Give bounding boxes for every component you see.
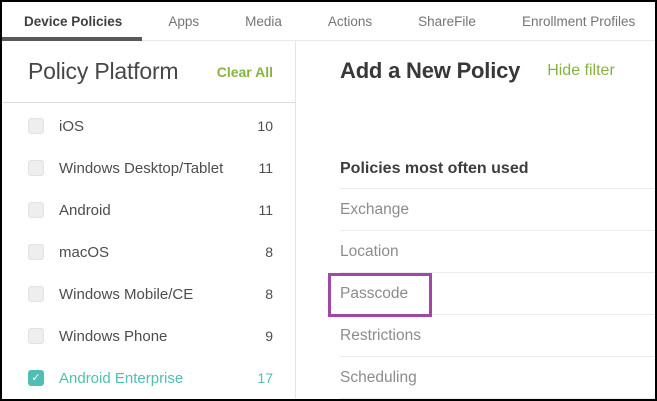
platform-row-windows-desktop-tablet[interactable]: ✓ Windows Desktop/Tablet 11 (2, 147, 295, 189)
platform-count: 17 (257, 370, 273, 386)
policies-most-often-used-section: Policies most often used Exchange Locati… (328, 149, 655, 399)
platform-row-android[interactable]: ✓ Android 11 (2, 189, 295, 231)
policy-item-label: Exchange (340, 200, 409, 218)
tab-actions[interactable]: Actions (327, 13, 373, 29)
filter-panel-title: Policy Platform (28, 58, 179, 84)
platform-row-android-enterprise[interactable]: ✓ Android Enterprise 17 (2, 357, 295, 399)
tab-apps[interactable]: Apps (168, 13, 200, 29)
platform-count: 10 (257, 118, 273, 134)
section-heading: Policies most often used (340, 149, 655, 189)
policy-platform-filter-panel: Policy Platform Clear All ✓ iOS 10 ✓ Win… (2, 41, 296, 399)
platform-filter-list: ✓ iOS 10 ✓ Windows Desktop/Tablet 11 ✓ A… (2, 103, 295, 399)
policy-item-location[interactable]: Location (340, 231, 655, 273)
main-panel-header: Add a New Policy Hide filter (296, 41, 655, 101)
content-area: Policy Platform Clear All ✓ iOS 10 ✓ Win… (2, 41, 655, 399)
platform-label: Android (59, 201, 111, 219)
platform-label: iOS (59, 117, 85, 135)
checkbox-unchecked-icon[interactable]: ✓ (28, 202, 44, 218)
add-new-policy-panel: Add a New Policy Hide filter Policies mo… (296, 41, 655, 399)
platform-count: 11 (258, 160, 273, 176)
top-tab-bar: Device Policies Apps Media Actions Share… (2, 2, 655, 41)
platform-count: 8 (265, 286, 273, 302)
platform-label: Windows Phone (59, 327, 168, 345)
clear-all-link[interactable]: Clear All (216, 63, 273, 80)
tab-sharefile[interactable]: ShareFile (418, 13, 476, 29)
platform-label: Android Enterprise (59, 369, 184, 387)
active-tab-underline (2, 37, 142, 41)
checkbox-checked-icon[interactable]: ✓ (28, 370, 44, 386)
checkbox-unchecked-icon[interactable]: ✓ (28, 118, 44, 134)
platform-count: 8 (265, 244, 273, 260)
tab-device-policies[interactable]: Device Policies (24, 13, 123, 29)
platform-label: macOS (59, 243, 110, 261)
checkbox-unchecked-icon[interactable]: ✓ (28, 286, 44, 302)
platform-row-macos[interactable]: ✓ macOS 8 (2, 231, 295, 273)
policy-item-label: Scheduling (340, 368, 417, 386)
policy-item-restrictions[interactable]: Restrictions (340, 315, 655, 357)
checkmark-icon: ✓ (31, 371, 41, 384)
policy-item-exchange[interactable]: Exchange (340, 189, 655, 231)
platform-row-windows-mobile-ce[interactable]: ✓ Windows Mobile/CE 8 (2, 273, 295, 315)
policy-item-label: Location (340, 242, 399, 260)
checkbox-unchecked-icon[interactable]: ✓ (28, 244, 44, 260)
tab-enrollment-profiles[interactable]: Enrollment Profiles (521, 13, 636, 29)
policy-item-label: Restrictions (340, 326, 421, 344)
platform-count: 11 (258, 202, 273, 218)
tab-media[interactable]: Media (245, 13, 282, 29)
hide-filter-link[interactable]: Hide filter (547, 62, 615, 79)
platform-row-ios[interactable]: ✓ iOS 10 (2, 105, 295, 147)
policy-item-passcode[interactable]: Passcode (328, 273, 655, 317)
policy-item-label: Passcode (340, 284, 409, 302)
checkbox-unchecked-icon[interactable]: ✓ (28, 160, 44, 176)
platform-label: Windows Desktop/Tablet (59, 159, 224, 177)
platform-count: 9 (265, 328, 273, 344)
platform-row-windows-phone[interactable]: ✓ Windows Phone 9 (2, 315, 295, 357)
platform-label: Windows Mobile/CE (59, 285, 194, 303)
filter-panel-header: Policy Platform Clear All (2, 41, 295, 103)
page-title: Add a New Policy (340, 58, 521, 83)
policy-item-scheduling[interactable]: Scheduling (340, 357, 655, 399)
checkbox-unchecked-icon[interactable]: ✓ (28, 328, 44, 344)
